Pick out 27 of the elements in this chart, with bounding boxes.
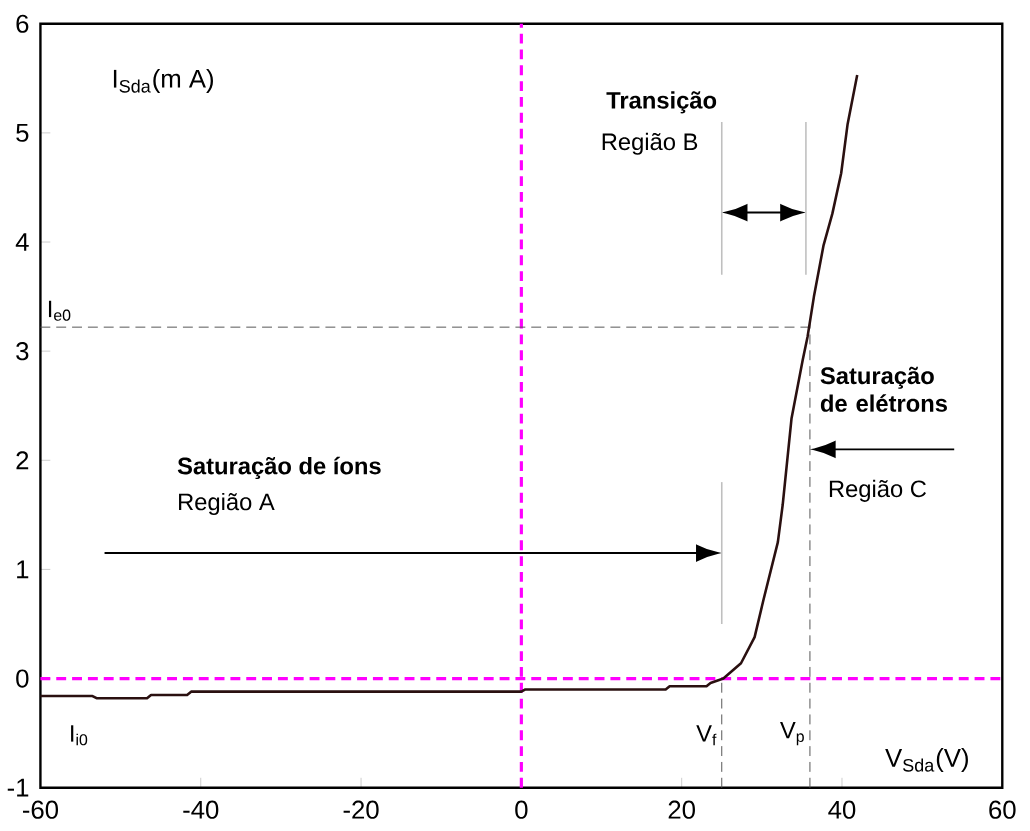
- annotation: Saturação de elétrons: [820, 366, 947, 412]
- y-tick-label: 6: [16, 14, 29, 33]
- y-tick-label: 1: [17, 560, 29, 579]
- y-tick-label: 2: [16, 451, 29, 470]
- x-tick-label: 60: [989, 800, 1016, 819]
- x-tick-label: 0: [515, 800, 528, 819]
- annotation: Região A: [179, 492, 275, 515]
- y-axis-title: I$_{Sda}$(m A): [113, 68, 213, 93]
- annotation: I$_{i0}$: [71, 725, 88, 746]
- y-tick-label: 5: [16, 123, 29, 142]
- y-tick-label: 0: [16, 669, 29, 688]
- y-tick-label: 3: [16, 341, 29, 361]
- annotation: Região B: [602, 132, 698, 155]
- ref-line-label: I$_{e0}$: [48, 300, 71, 321]
- y-tick-label: 4: [15, 233, 29, 251]
- annotation: Região C: [829, 479, 926, 502]
- x-axis-title: V$_{Sda}$(V): [885, 747, 968, 772]
- ref-line-label: V$_{f}$: [696, 725, 717, 746]
- x-tick-label: 20: [668, 800, 695, 819]
- x-tick-label: -40: [183, 800, 219, 819]
- annotation: Transição: [606, 91, 717, 114]
- x-tick-label: 40: [828, 800, 856, 819]
- annotation: Saturação de íons: [177, 456, 381, 479]
- x-tick-label: -20: [343, 800, 379, 819]
- x-tick-label: -60: [22, 800, 59, 819]
- ref-line-label: V$_{p}$: [780, 721, 804, 746]
- y-tick-label: -1: [7, 778, 29, 797]
